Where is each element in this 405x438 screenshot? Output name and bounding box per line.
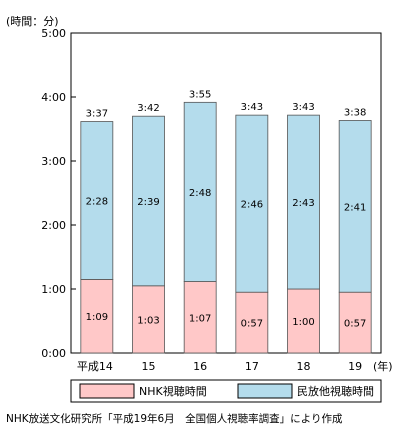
bar-value-label-commercial: 2:41 (344, 202, 366, 213)
legend-label-nhk: NHK視聴時間 (139, 384, 207, 398)
bar-value-label-commercial: 2:28 (86, 196, 108, 207)
x-tick-label: 18 (297, 360, 311, 373)
y-tick-label: 5:00 (41, 27, 66, 40)
bar-value-label-commercial: 2:43 (292, 198, 314, 209)
bar-value-label-nhk: 1:00 (292, 317, 314, 328)
bar-segment-commercial (183, 101, 217, 282)
legend-swatch-nhk (79, 383, 135, 399)
bar-total-label: 3:37 (86, 109, 108, 120)
legend-swatch-commercial (237, 383, 293, 399)
bar-total-label: 3:43 (241, 102, 263, 113)
bar-value-label-commercial: 2:48 (189, 188, 211, 199)
bar-total-label: 3:38 (344, 107, 366, 118)
y-axis: 0:00 1:00 2:00 3:00 4:00 5:00 (41, 27, 76, 360)
bar-total-label: 3:42 (137, 103, 159, 114)
y-tick-label: 4:00 (41, 91, 66, 104)
bar-value-label-nhk: 1:07 (189, 313, 211, 324)
bar-segment-commercial (235, 114, 269, 293)
bar-value-label-nhk: 1:09 (86, 312, 108, 323)
bar-total-label: 3:55 (189, 89, 211, 100)
bar-segment-commercial (80, 121, 114, 280)
bar-value-label-nhk: 0:57 (344, 319, 366, 330)
y-tick-label: 1:00 (41, 283, 66, 296)
x-tick-label: 15 (142, 360, 156, 373)
bar-segment-nhk (338, 291, 372, 354)
bar-value-label-commercial: 2:46 (241, 200, 263, 211)
legend: NHK視聴時間 民放他視聴時間 (70, 379, 382, 403)
x-tick-label: 平成14 (77, 360, 113, 373)
y-tick-label: 0:00 (41, 347, 66, 360)
legend-frame (70, 379, 382, 403)
y-tick-label: 3:00 (41, 155, 66, 168)
bar-value-label-nhk: 1:03 (137, 315, 159, 326)
bar-segment-commercial (287, 114, 320, 290)
source-note: NHK放送文化研究所「平成19年6月 全国個人視聴率調査」により作成 (6, 412, 343, 425)
bar-segment-nhk (132, 285, 165, 354)
x-unit-label: (年) (373, 359, 393, 373)
plot-area-frame (70, 32, 382, 354)
y-unit-label: (時間：分) (6, 15, 59, 28)
legend-label-commercial: 民放他視聴時間 (297, 384, 374, 398)
x-tick-label: 16 (193, 360, 207, 373)
y-tick-label: 2:00 (41, 219, 66, 232)
bar-value-label-nhk: 0:57 (241, 319, 263, 330)
x-axis: 平成14 15 16 17 18 19 (77, 360, 362, 373)
bars-group: 1:09 2:28 3:37 1:03 2:39 3:42 1:07 2:48 3:55 0:57… (80, 89, 372, 354)
bar-segment-commercial (338, 120, 372, 293)
x-tick-label: 19 (348, 360, 362, 373)
bar-segment-commercial (132, 115, 165, 287)
bar-total-label: 3:43 (292, 102, 314, 113)
x-tick-label: 17 (245, 360, 259, 373)
bar-value-label-commercial: 2:39 (137, 197, 159, 208)
